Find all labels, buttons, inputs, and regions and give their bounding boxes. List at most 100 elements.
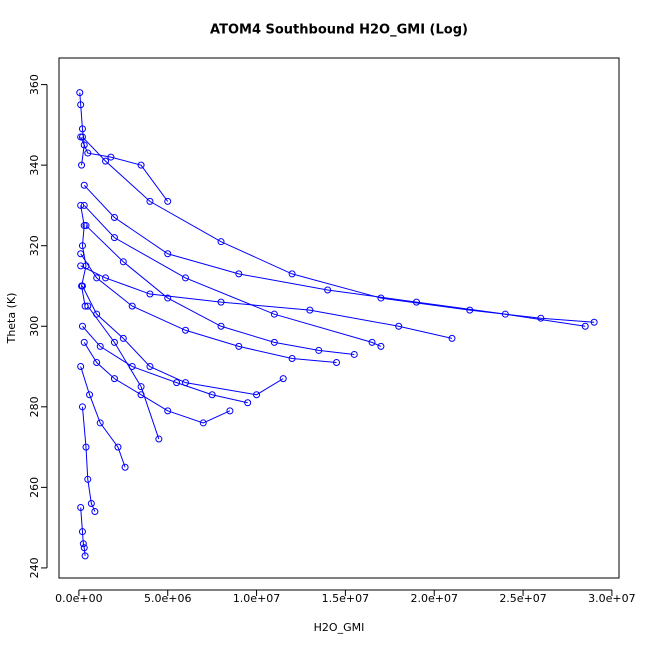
data-point	[77, 504, 85, 512]
data-point	[590, 318, 598, 326]
data-point	[102, 157, 110, 165]
data-point	[110, 214, 118, 222]
data-point	[181, 326, 189, 334]
data-point	[107, 153, 115, 161]
data-point	[78, 528, 86, 536]
data-point	[93, 274, 101, 282]
data-point	[235, 342, 243, 350]
series-line	[80, 253, 337, 364]
data-point	[114, 443, 122, 451]
data-point	[217, 322, 225, 330]
data-point	[102, 274, 110, 282]
data-point	[78, 403, 86, 411]
series-line	[80, 265, 453, 339]
data-point	[119, 334, 127, 342]
data-point	[501, 310, 509, 318]
x-tick-label: 1.0e+07	[233, 592, 280, 605]
data-point	[77, 101, 85, 109]
data-point	[96, 419, 104, 427]
series-line	[82, 285, 284, 396]
data-point	[84, 302, 92, 310]
data-point	[164, 407, 172, 415]
data-point	[155, 435, 163, 443]
data-point	[84, 149, 92, 157]
series-line	[79, 92, 85, 166]
series-line	[80, 136, 169, 202]
series-line	[83, 342, 231, 424]
data-point	[96, 342, 104, 350]
data-point	[80, 201, 88, 209]
y-tick-label: 300	[28, 316, 41, 337]
data-point	[448, 334, 456, 342]
y-tick-label: 360	[28, 74, 41, 95]
x-tick-label: 0.0e+00	[55, 592, 102, 605]
data-point	[146, 197, 154, 205]
x-tick-label: 5.0e+06	[144, 592, 191, 605]
data-point	[217, 238, 225, 246]
data-point	[279, 375, 287, 383]
data-point	[537, 314, 545, 322]
data-point	[306, 306, 314, 314]
data-point	[324, 286, 332, 294]
data-point	[80, 141, 88, 149]
y-tick-label: 320	[28, 235, 41, 256]
chart-title: ATOM4 Southbound H2O_GMI (Log)	[210, 23, 468, 38]
data-point	[164, 250, 172, 258]
data-point	[80, 544, 88, 552]
data-point	[146, 363, 154, 371]
data-point	[226, 407, 234, 415]
data-point	[253, 391, 261, 399]
y-tick-label: 340	[28, 155, 41, 176]
y-tick-label: 280	[28, 396, 41, 417]
data-point	[78, 161, 86, 169]
data-point	[119, 258, 127, 266]
data-point	[288, 354, 296, 362]
data-point	[81, 552, 89, 560]
data-point	[76, 89, 84, 97]
data-point	[181, 379, 189, 387]
data-point	[110, 375, 118, 383]
data-point	[137, 161, 145, 169]
data-point	[80, 222, 88, 230]
data-point	[79, 540, 87, 548]
data-point	[91, 508, 99, 516]
data-point	[82, 443, 90, 451]
data-point	[199, 419, 207, 427]
data-point	[80, 181, 88, 189]
data-point	[78, 242, 86, 250]
data-point	[77, 363, 85, 371]
data-point	[128, 302, 136, 310]
x-tick-label: 2.5e+07	[499, 592, 546, 605]
data-point	[80, 338, 88, 346]
data-point	[110, 338, 118, 346]
data-point	[77, 201, 85, 209]
series-line	[87, 305, 160, 440]
series-line	[83, 184, 586, 327]
data-point	[87, 499, 95, 507]
data-point	[137, 383, 145, 391]
data-point	[333, 359, 341, 367]
data-point	[581, 322, 589, 330]
data-point	[395, 322, 403, 330]
data-point	[350, 350, 358, 358]
data-point	[181, 274, 189, 282]
data-point	[84, 475, 92, 483]
data-point	[93, 359, 101, 367]
plot-box	[58, 57, 620, 579]
data-point	[146, 290, 154, 298]
data-point	[77, 262, 85, 270]
data-point	[121, 463, 129, 471]
y-axis-label: Theta (K)	[5, 293, 18, 345]
x-axis-label: H2O_GMI	[314, 621, 365, 634]
data-point	[288, 270, 296, 278]
data-point	[244, 399, 252, 407]
data-point	[164, 294, 172, 302]
data-point	[173, 379, 181, 387]
series-line	[80, 366, 126, 468]
data-point	[164, 197, 172, 205]
y-tick-label: 240	[28, 557, 41, 578]
data-point	[368, 338, 376, 346]
data-point	[235, 270, 243, 278]
data-point	[110, 234, 118, 242]
